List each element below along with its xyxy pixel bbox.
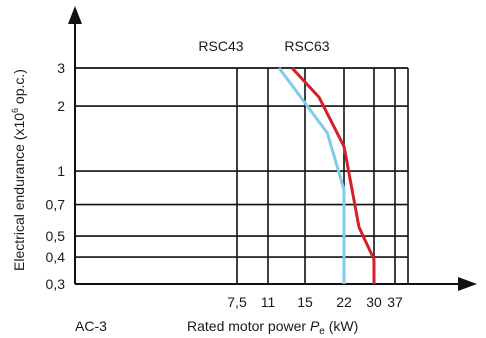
x-tick-labels: 7,5 11 15 22 30 37 xyxy=(227,294,403,310)
x-tick-label: 37 xyxy=(387,294,403,310)
grid xyxy=(75,67,409,284)
y-tick-label: 0,5 xyxy=(46,228,66,244)
x-tick-label: 7,5 xyxy=(227,294,247,310)
x-tick-label: 22 xyxy=(336,294,352,310)
y-tick-label: 1 xyxy=(57,163,65,179)
series-line-rsc43 xyxy=(277,67,346,284)
x-tick-label: 11 xyxy=(261,294,276,310)
axes xyxy=(68,6,477,291)
y-tick-labels: 0,3 0,4 0,5 0,7 1 2 3 xyxy=(46,60,66,292)
series-labels: RSC43 RSC63 xyxy=(198,38,329,54)
series-label-rsc63: RSC63 xyxy=(284,38,329,54)
series-line-rsc63 xyxy=(290,66,376,284)
y-axis-label: Electrical endurance (x106 op.c.) xyxy=(10,69,27,271)
y-axis-arrow xyxy=(68,6,82,24)
x-tick-label: 15 xyxy=(297,294,313,310)
y-tick-label: 0,7 xyxy=(46,197,66,213)
y-tick-label: 2 xyxy=(57,98,65,114)
x-axis-label: Rated motor power Pe (kW) xyxy=(187,318,358,337)
series-layer xyxy=(277,66,376,284)
y-tick-label: 3 xyxy=(57,60,65,76)
series-label-rsc43: RSC43 xyxy=(198,38,243,54)
x-tick-label: 30 xyxy=(366,294,382,310)
category-note: AC-3 xyxy=(75,318,107,334)
y-tick-label: 0,3 xyxy=(46,276,66,292)
y-tick-label: 0,4 xyxy=(46,249,66,265)
x-axis-arrow xyxy=(458,277,477,291)
